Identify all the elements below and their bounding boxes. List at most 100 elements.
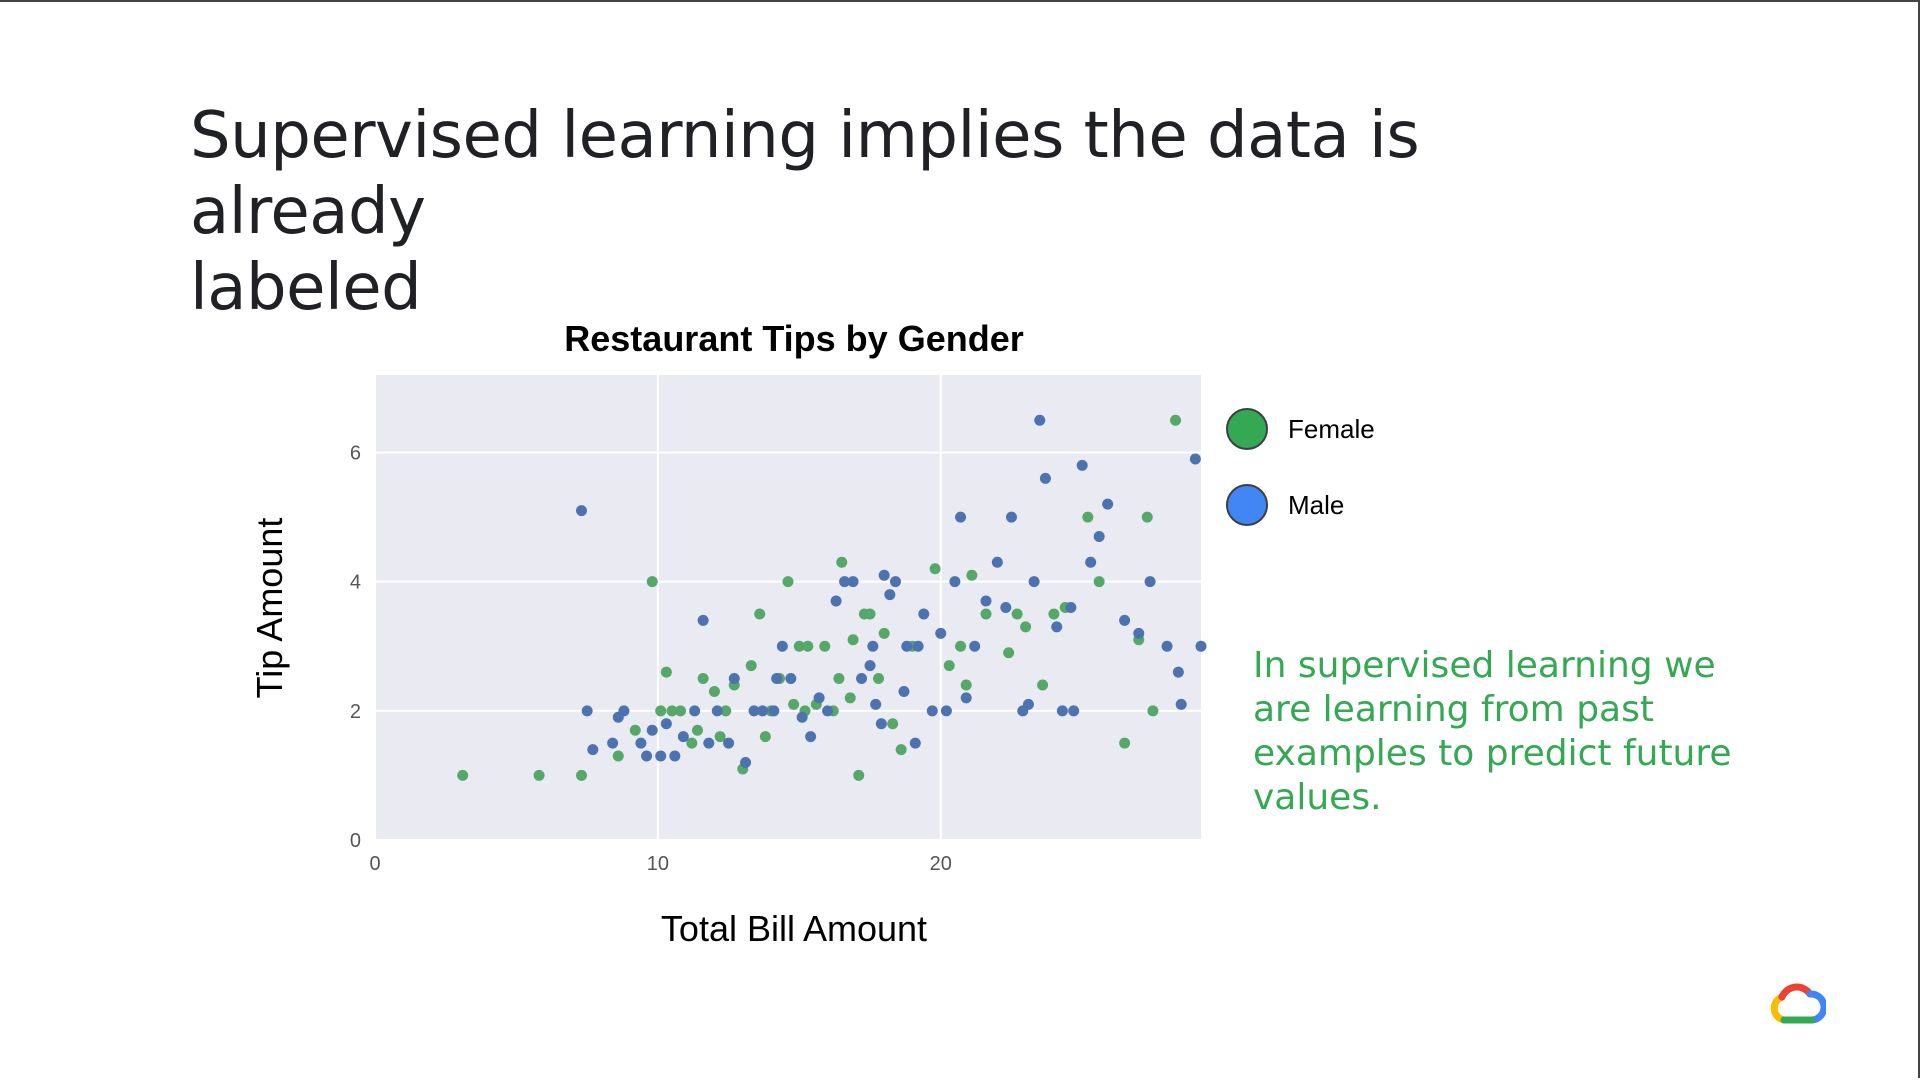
data-point-male [949, 576, 961, 588]
data-point-male [1189, 453, 1201, 465]
data-point-male [581, 705, 593, 717]
data-point-male [847, 576, 859, 588]
data-point-male [587, 744, 599, 756]
data-point-female [1147, 705, 1159, 717]
data-point-male [1085, 556, 1097, 568]
data-point-male [703, 737, 715, 749]
data-point-male [991, 556, 1003, 568]
y-tick-label: 0 [350, 830, 361, 852]
data-point-female [708, 685, 720, 697]
data-point-male [711, 705, 723, 717]
data-point-female [1093, 576, 1105, 588]
chart-legend: Female Male [1226, 406, 1375, 558]
data-point-female [666, 705, 678, 717]
data-point-male [856, 673, 868, 685]
data-point-male [867, 640, 879, 652]
data-point-female [1011, 608, 1023, 620]
data-point-male [822, 705, 834, 717]
data-point-female [629, 724, 641, 736]
data-point-female [853, 769, 865, 781]
data-point-female [1003, 647, 1015, 659]
data-point-female [864, 608, 876, 620]
data-point-female [782, 576, 794, 588]
data-point-male [955, 511, 967, 523]
data-point-male [839, 576, 851, 588]
data-point-male [1051, 621, 1063, 633]
data-point-male [1076, 459, 1088, 471]
data-point-female [754, 608, 766, 620]
data-point-female [457, 769, 469, 781]
data-point-male [901, 640, 913, 652]
data-point-male [935, 627, 947, 639]
data-point-female [691, 724, 703, 736]
data-point-male [889, 576, 901, 588]
data-point-male [607, 737, 619, 749]
data-point-female [655, 705, 667, 717]
data-point-male [1028, 576, 1040, 588]
data-point-female [1037, 679, 1049, 691]
data-point-female [966, 569, 978, 581]
y-tick-label: 2 [350, 701, 361, 723]
data-point-female [1141, 511, 1153, 523]
data-point-female [847, 634, 859, 646]
data-point-female [943, 660, 955, 672]
data-point-male [785, 673, 797, 685]
data-point-male [677, 731, 689, 743]
data-point-male [1005, 511, 1017, 523]
plot-background [375, 375, 1201, 840]
google-cloud-icon [1770, 983, 1826, 1024]
legend-marker-female [1226, 408, 1268, 450]
data-point-female [1048, 608, 1060, 620]
data-point-male [655, 750, 667, 762]
data-point-male [1068, 705, 1080, 717]
legend-label-male: Male [1288, 489, 1345, 520]
x-tick-label: 0 [369, 853, 380, 875]
y-axis-label: Tip Amount [249, 517, 290, 699]
data-point-female [1020, 621, 1032, 633]
data-point-male [1133, 627, 1145, 639]
y-tick-label: 4 [350, 572, 361, 594]
x-axis-label: Total Bill Amount [660, 908, 928, 949]
data-point-male [909, 737, 921, 749]
legend-marker-male [1226, 484, 1268, 526]
data-point-female [533, 769, 545, 781]
data-point-male [768, 705, 780, 717]
data-point-female [576, 769, 587, 781]
data-point-female [836, 556, 848, 568]
data-point-female [844, 692, 856, 704]
data-point-male [912, 640, 924, 652]
legend-label-female: Female [1288, 413, 1375, 444]
data-point-male [940, 705, 952, 717]
data-point-male [813, 692, 825, 704]
data-point-female [1082, 511, 1094, 523]
data-point-male [660, 718, 672, 730]
slide-title-line-1: Supervised learning implies the data is … [190, 99, 1420, 249]
data-point-female [745, 660, 757, 672]
data-point-male [926, 705, 938, 717]
data-point-female [714, 731, 726, 743]
data-point-male [1119, 614, 1131, 626]
data-point-male [960, 692, 972, 704]
data-point-female [759, 731, 771, 743]
data-point-female [878, 627, 890, 639]
data-point-female [955, 640, 967, 652]
data-point-male [1175, 698, 1187, 710]
data-point-male [980, 595, 992, 607]
data-point-male [884, 589, 896, 601]
data-point-male [728, 673, 740, 685]
data-point-female [873, 673, 885, 685]
data-point-male [830, 595, 842, 607]
data-point-male [1034, 414, 1046, 426]
data-point-female [788, 698, 800, 710]
data-point-male [898, 685, 910, 697]
data-point-male [1065, 602, 1077, 613]
data-point-male [796, 711, 808, 723]
data-point-male [740, 757, 752, 768]
data-point-male [1172, 666, 1184, 678]
x-tick-label: 10 [647, 853, 669, 875]
data-point-male [771, 673, 783, 685]
data-point-male [576, 505, 587, 517]
data-point-male [1161, 640, 1173, 652]
data-point-female [960, 679, 972, 691]
